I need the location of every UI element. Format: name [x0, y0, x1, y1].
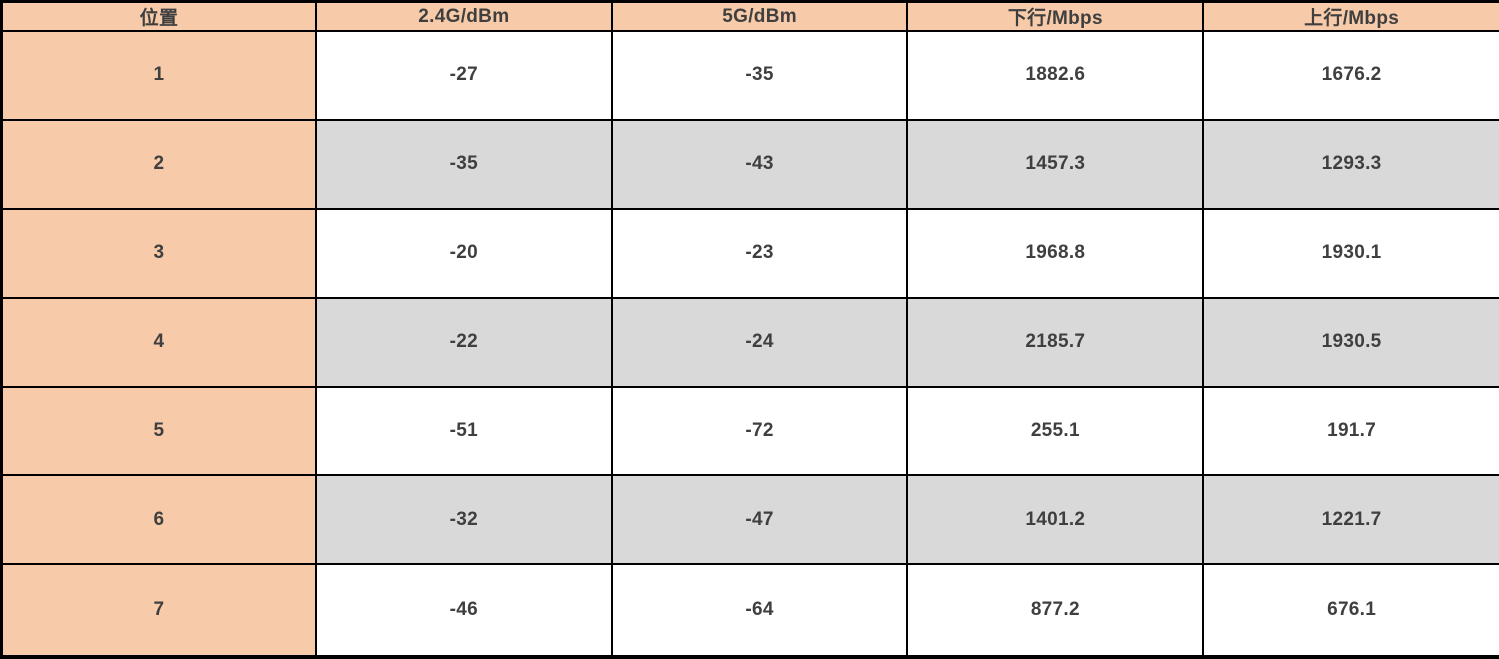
table-cell: -27	[314, 30, 613, 121]
table-cell: -64	[610, 563, 909, 658]
table-cell: 1457.3	[906, 118, 1205, 210]
table-cell: -32	[314, 474, 613, 566]
row-header-cell: 6	[0, 474, 317, 566]
table-body: 1 -27 -35 1882.6 1676.2 2 -35 -43 1457.3 1293.3 3-…	[0, 30, 1499, 658]
table-row: 1 -27 -35 1882.6 1676.2	[0, 30, 1499, 121]
table-cell: 877.2	[906, 563, 1205, 658]
table-cell: -47	[610, 474, 909, 566]
table-cell: -51	[314, 385, 613, 477]
table-cell: -35	[314, 118, 613, 210]
table-cell: -20	[314, 207, 613, 299]
table-row: 2 -35 -43 1457.3 1293.3	[0, 118, 1499, 210]
table-cell: 1968.8	[906, 207, 1205, 299]
table-cell: 1676.2	[1202, 30, 1499, 121]
table-cell: 255.1	[906, 385, 1205, 477]
row-header-cell: 4	[0, 296, 317, 388]
table-cell: -43	[610, 118, 909, 210]
table-row: 7 -46 -64 877.2 676.1	[0, 563, 1499, 658]
table-cell: 2185.7	[906, 296, 1205, 388]
table-cell: -23	[610, 207, 909, 299]
column-header-downlink: 下行/Mbps	[906, 0, 1205, 32]
table-cell: 1221.7	[1202, 474, 1499, 566]
table-cell: -72	[610, 385, 909, 477]
column-header-uplink: 上行/Mbps	[1202, 0, 1499, 32]
table-cell: -24	[610, 296, 909, 388]
row-header-cell: 2	[0, 118, 317, 210]
table-cell: -46	[314, 563, 613, 658]
table-row: 3 -20 -23 1968.8 1930.1	[0, 207, 1499, 299]
table-cell: 1882.6	[906, 30, 1205, 121]
table-cell: 676.1	[1202, 563, 1499, 658]
table-cell: 1401.2	[906, 474, 1205, 566]
table-row: 5 -51 -72 255.1 191.7	[0, 385, 1499, 477]
table-row: 6 -32 -47 1401.2 1221.7	[0, 474, 1499, 566]
row-header-cell: 1	[0, 30, 317, 121]
table-cell: -22	[314, 296, 613, 388]
table-cell: 1930.1	[1202, 207, 1499, 299]
table-cell: 1930.5	[1202, 296, 1499, 388]
row-header-cell: 7	[0, 563, 317, 658]
row-header-cell: 5	[0, 385, 317, 477]
column-header-5g-dbm: 5G/dBm	[610, 0, 909, 32]
column-header-position: 位置	[0, 0, 317, 32]
table-cell: 191.7	[1202, 385, 1499, 477]
table-cell: -35	[610, 30, 909, 121]
column-header-2-4g-dbm: 2.4G/dBm	[314, 0, 613, 32]
table-cell: 1293.3	[1202, 118, 1499, 210]
row-header-cell: 3	[0, 207, 317, 299]
table-header-row: 位置 2.4G/dBm 5G/dBm 下行/Mbps 上行/Mbps	[0, 0, 1499, 32]
table-row: 4 -22 -24 2185.7 1930.5	[0, 296, 1499, 388]
